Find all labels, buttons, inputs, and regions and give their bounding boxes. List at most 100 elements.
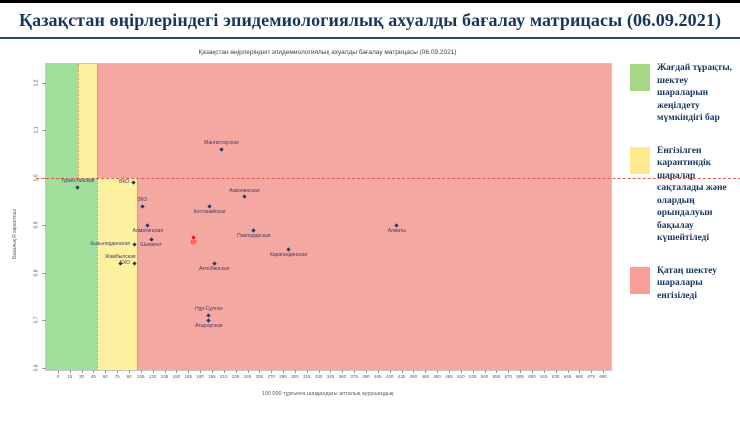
x-tick-mark [176,370,178,373]
x-tick-label: 435 [397,373,406,379]
x-tick-mark [543,370,545,373]
x-tick-label: 585 [516,373,524,379]
x-tick-mark [591,370,593,373]
x-tick-mark [484,370,486,373]
x-tick-label: 45 [90,373,96,379]
x-tick-label: 255 [255,373,264,379]
zone-yellow [97,177,137,370]
y-tick-label: 0,6 [33,364,40,372]
point-label: СКО [119,259,130,266]
zone-red [136,177,611,370]
x-tick-label: 180 [196,373,204,379]
x-tick-mark [306,370,308,373]
point-label: Акмолинская [229,187,260,194]
x-tick-label: 510 [457,373,465,379]
x-tick-label: 0 [56,373,60,379]
y-tick-label: 0,9 [33,221,40,229]
x-tick-mark [200,370,202,373]
point-label: Туркестанская [60,178,95,185]
x-tick-mark [283,370,285,373]
point-label: Алматы [387,227,406,234]
legend-item-strict: Қатаң шектеу шаралары енгізіледі [630,265,738,303]
point-label: ВКО [119,179,130,186]
x-tick-mark [460,370,462,373]
point-label: Актюбинская [199,265,230,272]
x-tick-label: 495 [445,373,453,379]
zone-boundary-line [77,64,79,178]
x-tick-label: 480 [433,373,441,379]
point-label: Костанайская [193,208,226,215]
x-tick-mark [318,370,320,373]
green-zone-swatch [630,64,650,91]
x-tick-label: 600 [528,373,536,379]
page-header: Қазақстан өңірлеріндегі эпидемиологиялық… [0,0,740,39]
x-tick-mark [377,370,379,373]
point-label: Нұр-Сұлтан [195,306,223,313]
x-tick-mark [449,370,450,373]
point-label: Жамбылская [105,254,136,261]
legend-label-strict: Қатаң шектеу шаралары енгізіледі [657,265,717,301]
x-tick-label: 420 [385,373,394,379]
y-tick-label: 1,1 [33,126,40,134]
x-tick-mark [271,370,273,373]
x-tick-mark [366,370,368,373]
point-label: Мангистауская [204,140,239,147]
x-tick-label: 300 [291,373,299,379]
zone-boundary-line [97,64,99,370]
zone-red [97,64,611,178]
x-tick-mark [603,370,605,373]
x-tick-label: 345 [326,373,335,379]
chart: Қазақстан өңірлеріндегі эпидемиологиялық… [8,44,740,404]
legend-label-quarantine: Енгізілген карантиндік шаралар сақталады… [657,145,727,244]
x-tick-label: 525 [468,373,477,379]
x-tick-label: 15 [67,373,73,379]
x-tick-label: 360 [338,373,347,379]
y-tick-mark [42,320,46,322]
x-tick-mark [247,370,249,373]
x-tick-label: 555 [492,373,501,379]
y-tick-mark [42,367,46,369]
x-tick-mark [437,370,439,373]
x-tick-mark [354,370,356,373]
x-tick-mark [342,370,344,373]
x-tick-mark [294,370,296,373]
yellow-zone-swatch [630,146,650,174]
x-tick-label: 390 [362,373,370,379]
legend-item-stable: Жағдай тұрақты, шектеу шараларын жеңілде… [630,62,738,125]
x-tick-label: 675 [587,373,595,379]
x-tick-mark [128,370,130,373]
x-tick-label: 465 [421,373,430,379]
x-tick-label: 240 [243,373,252,379]
x-tick-mark [259,370,261,373]
x-tick-label: 135 [160,373,169,379]
y-tick-mark [42,130,46,132]
x-tick-label: 450 [409,373,418,379]
x-tick-mark [223,370,225,373]
point-label: Павлодарская [237,232,271,239]
r-threshold-line [36,177,740,179]
x-tick-mark [211,370,213,373]
y-tick-label: 1,2 [33,79,40,87]
x-tick-mark [425,370,427,373]
x-tick-label: 315 [303,373,311,379]
x-tick-mark [117,370,119,373]
x-tick-label: 270 [267,373,275,379]
x-tick-label: 210 [220,373,228,379]
x-tick-mark [531,370,533,373]
x-tick-label: 690 [599,373,607,379]
x-tick-mark [152,370,154,373]
x-tick-mark [235,370,237,373]
x-tick-label: 615 [540,373,548,379]
x-tick-label: 330 [314,373,323,379]
legend-item-quarantine: Енгізілген карантиндік шаралар сақталады… [630,145,738,245]
zone-green [46,64,78,178]
x-tick-mark [389,370,391,373]
x-tick-mark [164,370,166,373]
point-label: ЗКО [137,197,148,204]
zone-green [46,177,98,370]
x-tick-label: 150 [172,373,181,379]
y-axis-title: Базалық R көрсеткіші [12,209,18,259]
x-tick-label: 195 [208,373,216,379]
plot-area: 0 15 30 45 60 75 90 105 120 135 150 165 180 195 210 225… [34,63,740,378]
x-tick-mark [57,370,59,373]
